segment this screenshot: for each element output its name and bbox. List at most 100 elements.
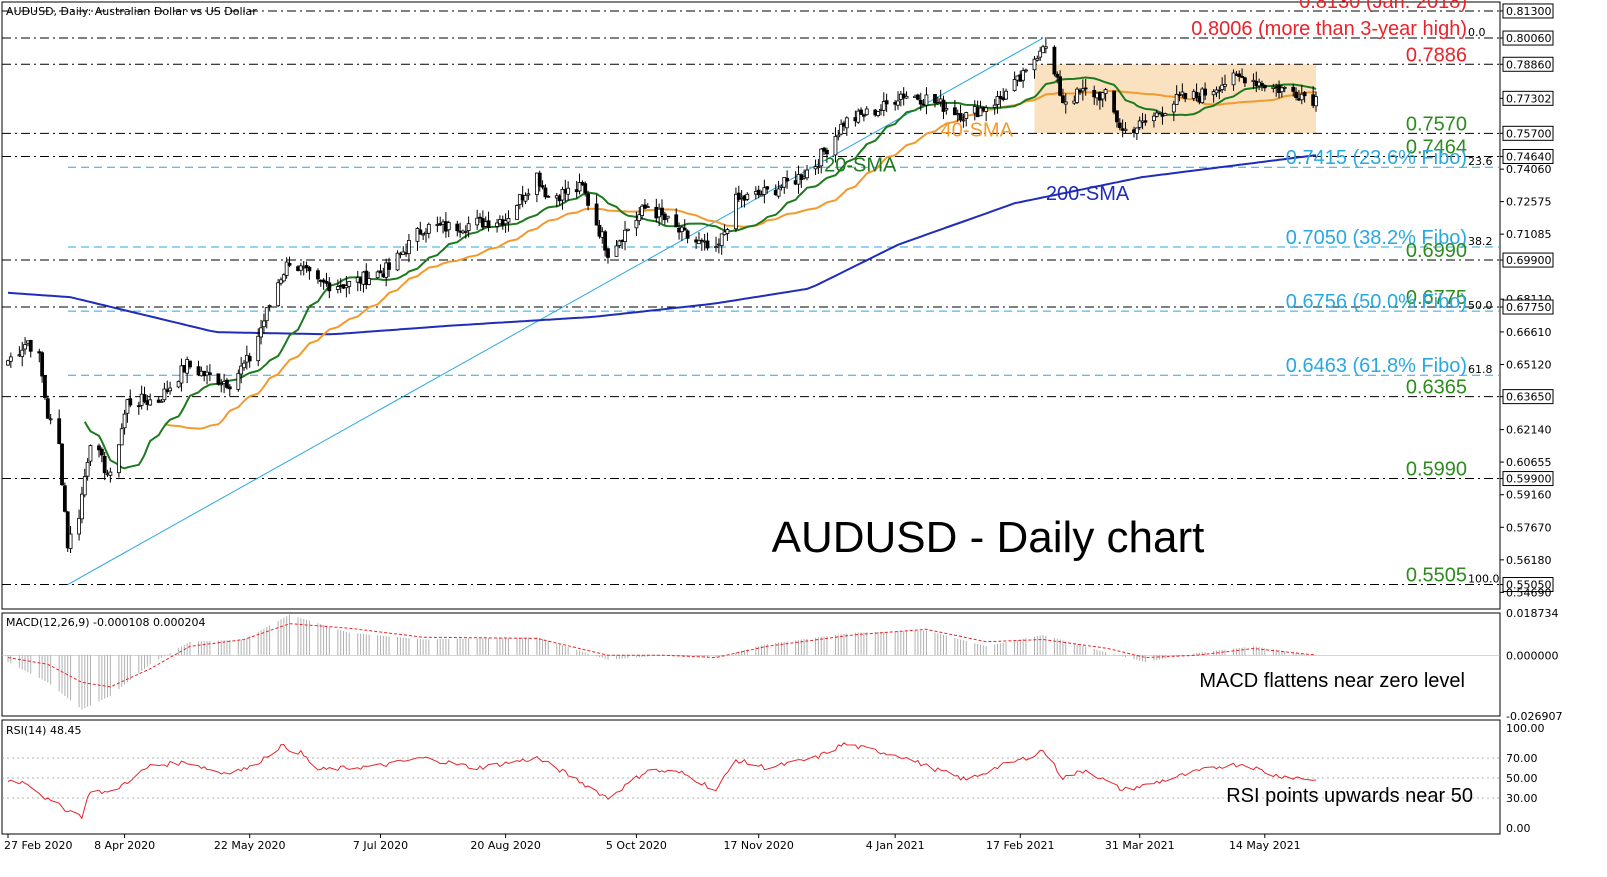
candle-body xyxy=(276,282,281,307)
candle-body xyxy=(995,96,1000,105)
candle-body xyxy=(1058,76,1062,96)
candle-body xyxy=(844,117,849,129)
candle-body xyxy=(287,262,292,266)
candle-body xyxy=(80,493,84,520)
candle-body xyxy=(347,281,352,287)
fibo-percent-label: 50.0 xyxy=(1468,299,1493,312)
candle-body xyxy=(859,109,863,115)
candle-body xyxy=(1237,73,1242,77)
candle-body xyxy=(1294,91,1298,98)
price-tag-box xyxy=(1502,577,1554,593)
candle-body xyxy=(279,279,283,284)
candle-body xyxy=(1041,46,1045,54)
price-tick-label: 0.67750 xyxy=(1506,301,1552,314)
candle-body xyxy=(1112,90,1117,113)
candle-body xyxy=(916,94,920,100)
candle-body xyxy=(1174,93,1179,105)
candle-body xyxy=(805,169,809,179)
candle-body xyxy=(1183,93,1188,99)
candle-body xyxy=(1240,75,1244,78)
level-label: 0.7464 xyxy=(1406,136,1467,158)
candle-body xyxy=(219,383,224,386)
candle-body xyxy=(583,183,588,194)
candle-body xyxy=(1217,89,1222,92)
candle-body xyxy=(515,205,519,220)
candle-body xyxy=(1012,79,1017,91)
price-tick-label: 0.56180 xyxy=(1506,554,1552,567)
candle-body xyxy=(734,193,738,230)
price-tick-label: 0.74640 xyxy=(1506,150,1552,163)
candle-body xyxy=(1203,88,1208,96)
date-tick-label: 22 May 2020 xyxy=(214,839,286,852)
candle-body xyxy=(264,307,269,322)
candle-body xyxy=(759,194,764,197)
price-tick-label: 0.72575 xyxy=(1506,196,1552,209)
date-tick-label: 8 Apr 2020 xyxy=(94,839,155,852)
candle-body xyxy=(782,177,787,188)
candle-body xyxy=(1032,58,1037,71)
level-label: 0.6990 xyxy=(1406,240,1467,262)
candle-body xyxy=(77,517,81,535)
candle-body xyxy=(364,270,369,285)
price-tag-box xyxy=(1502,389,1554,405)
candle-body xyxy=(102,455,107,474)
candle-body xyxy=(176,380,181,388)
price-tick-label: 0.55050 xyxy=(1506,579,1552,592)
price-tag-box xyxy=(1502,299,1554,315)
level-label: 0.7886 xyxy=(1406,44,1467,66)
candle-body xyxy=(1291,86,1296,92)
level-label: 0.6775 xyxy=(1406,287,1467,309)
candle-body xyxy=(43,374,47,398)
moving-averages xyxy=(7,76,1317,470)
date-tick-label: 7 Jul 2020 xyxy=(353,839,408,852)
price-tick-label: 0.78860 xyxy=(1506,58,1552,71)
candle-body xyxy=(1123,128,1128,131)
candle-body xyxy=(594,203,599,226)
candle-body xyxy=(216,373,221,385)
price-tick-label: 0.80060 xyxy=(1506,32,1552,45)
big-chart-title: AUDUSD - Daily chart xyxy=(772,513,1205,562)
candle-body xyxy=(188,360,192,368)
candle-body xyxy=(225,379,229,388)
candle-body xyxy=(964,112,969,119)
candle-body xyxy=(116,444,121,474)
candle-body xyxy=(375,271,380,279)
candle-body xyxy=(1075,88,1080,103)
candle-body xyxy=(881,101,886,111)
candle-body xyxy=(1171,103,1176,113)
date-tick-label: 31 Mar 2021 xyxy=(1105,839,1175,852)
candle-body xyxy=(634,219,639,229)
level-label: 0.7050 (38.2% Fibo) xyxy=(1286,227,1467,249)
candle-body xyxy=(856,110,861,123)
level-label: 0.6365 xyxy=(1406,377,1467,399)
candle-body xyxy=(603,231,608,251)
price-tick-label: 0.77302 xyxy=(1506,92,1552,105)
candle-body xyxy=(1231,72,1236,86)
candle-body xyxy=(537,172,542,187)
price-tick-label: 0.57670 xyxy=(1506,521,1552,534)
date-axis: 27 Feb 2020 8 Apr 2020 22 May 2020 7 Jul 20… xyxy=(4,834,1301,852)
candle-body xyxy=(1279,87,1284,93)
candle-body xyxy=(577,182,582,192)
candle-body xyxy=(540,185,545,188)
candle-body xyxy=(68,533,73,549)
candle-body xyxy=(136,405,141,408)
candle-body xyxy=(1061,95,1065,104)
candle-body xyxy=(48,418,53,421)
rsi-tick-label: 50.00 xyxy=(1506,772,1538,785)
price-tick-label: 0.69900 xyxy=(1506,254,1552,267)
candle-body xyxy=(819,148,824,167)
candle-body xyxy=(839,123,844,135)
candle-body xyxy=(463,231,468,233)
candle-body xyxy=(128,398,133,406)
candle-body xyxy=(446,222,451,231)
price-tick-label: 0.54690 xyxy=(1506,586,1552,599)
price-tick-label: 0.71085 xyxy=(1506,228,1552,241)
candle-body xyxy=(864,108,869,116)
price-tick-label: 0.63650 xyxy=(1506,391,1552,404)
date-tick-label: 17 Feb 2021 xyxy=(986,839,1054,852)
price-tick-label: 0.60655 xyxy=(1506,456,1552,469)
candle-body xyxy=(597,225,602,237)
candle-body xyxy=(256,335,261,362)
